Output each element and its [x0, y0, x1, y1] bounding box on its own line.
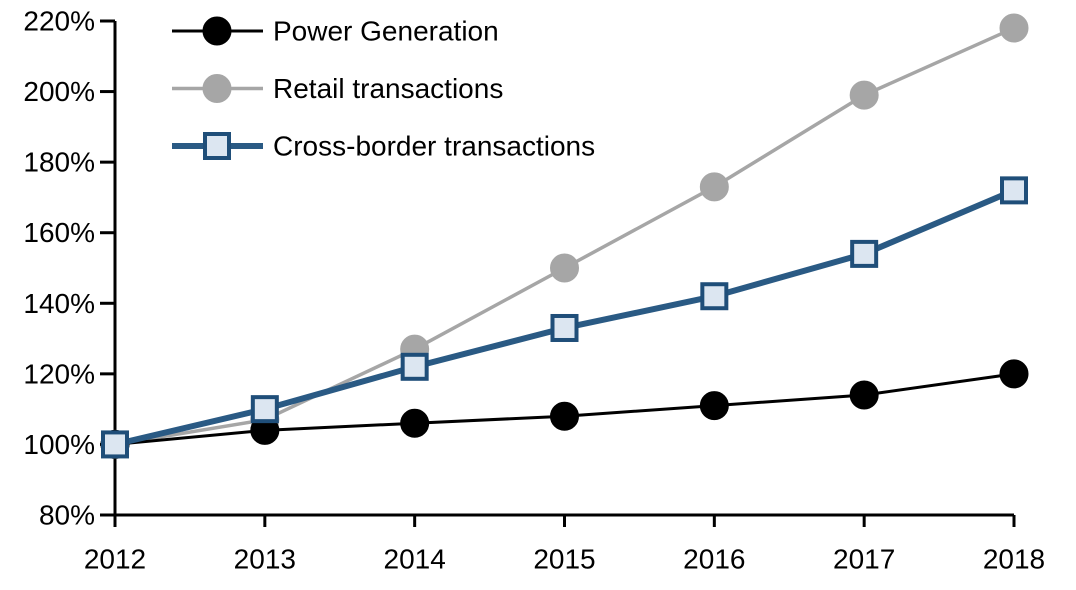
x-tick-label-2018: 2018 [983, 544, 1045, 575]
data-point-marker [999, 359, 1029, 389]
x-tick-label-2012: 2012 [84, 544, 146, 575]
data-point-marker [202, 74, 232, 103]
data-point-marker [101, 430, 129, 459]
legend-label-retail-transactions: Retail transactions [273, 73, 503, 104]
legend-item-retail-transactions: Retail transactions [172, 73, 503, 104]
data-point-marker [999, 13, 1029, 43]
series-line-retail-transactions [114, 26, 1015, 447]
series-power-generation [100, 359, 1029, 459]
x-tick-label-2013: 2013 [234, 544, 296, 575]
data-point-marker [250, 395, 279, 424]
x-tick-label-2016: 2016 [683, 544, 745, 575]
data-point-marker [850, 239, 879, 268]
legend-item-cross-border-transactions: Cross-border transactions [172, 131, 595, 162]
data-point-marker [400, 352, 429, 381]
y-tick-label: 200% [23, 76, 95, 107]
data-point-marker [699, 391, 729, 421]
series-cross-border-transactions [101, 176, 1028, 459]
legend-item-power-generation: Power Generation [172, 16, 499, 47]
data-point-marker [550, 313, 579, 342]
data-point-marker [849, 380, 879, 410]
data-point-marker [699, 172, 729, 202]
y-tick-label: 160% [23, 217, 95, 248]
x-tick-label-2015: 2015 [533, 544, 595, 575]
data-point-marker [700, 282, 729, 311]
data-point-marker [550, 401, 579, 431]
legend-label-cross-border-transactions: Cross-border transactions [273, 131, 595, 162]
y-tick-label: 120% [23, 358, 95, 389]
legend-label-power-generation: Power Generation [273, 16, 499, 47]
y-tick-label: 80% [39, 500, 95, 531]
data-point-marker [202, 16, 232, 46]
y-tick-label: 220% [23, 6, 95, 37]
data-point-marker [203, 132, 231, 160]
x-tick-label-2014: 2014 [384, 544, 446, 575]
data-point-marker [849, 80, 879, 110]
y-tick-label: 140% [23, 288, 95, 319]
y-tick-label: 180% [23, 147, 95, 178]
x-tick-label-2017: 2017 [833, 544, 895, 575]
data-point-marker [1000, 176, 1028, 205]
y-tick-label: 100% [23, 429, 95, 460]
data-point-marker [550, 253, 579, 283]
data-point-marker [400, 408, 430, 438]
